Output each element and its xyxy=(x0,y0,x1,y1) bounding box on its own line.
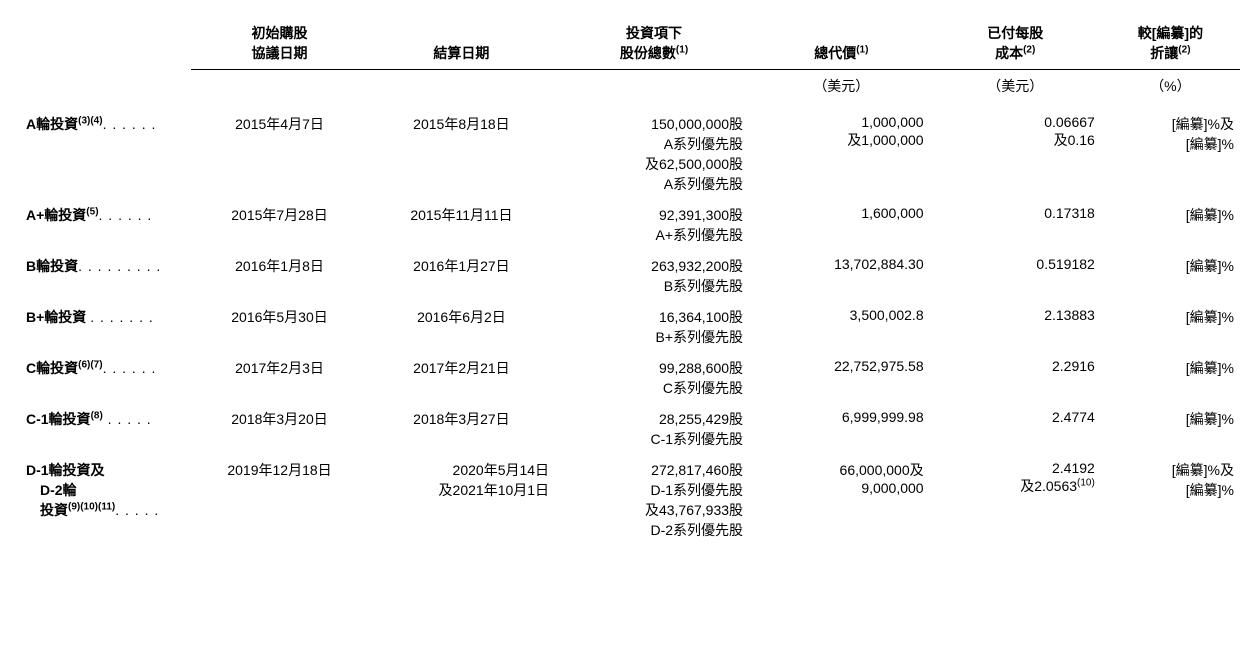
cell-agreement-date: 2016年5月30日 xyxy=(191,299,368,350)
cell-cost: 2.2916 xyxy=(930,350,1101,401)
row-label-b: B輪投資. . . . . . . . . xyxy=(20,248,191,299)
cell-discount: [編纂]% xyxy=(1101,401,1240,452)
cell-cost: 0.17318 xyxy=(930,197,1101,248)
table-row: D-1輪投資及 D-2輪 投資(9)(10)(11). . . . . 2019… xyxy=(20,452,1240,543)
cell-agreement-date: 2016年1月8日 xyxy=(191,248,368,299)
cell-total-price: 1,000,000 及1,000,000 xyxy=(753,106,930,197)
cell-cost: 2.4192 及2.0563(10) xyxy=(930,452,1101,543)
col-agreement-date: 初始購股 協議日期 xyxy=(191,20,368,70)
cell-discount: [編纂]% xyxy=(1101,299,1240,350)
cell-shares: 28,255,429股 C-1系列優先股 xyxy=(555,401,753,452)
cell-shares: 92,391,300股 A+系列優先股 xyxy=(555,197,753,248)
col-discount: 較[編纂]的 折讓(2) xyxy=(1101,20,1240,70)
row-label-c: C輪投資(6)(7). . . . . . xyxy=(20,350,191,401)
cell-agreement-date: 2018年3月20日 xyxy=(191,401,368,452)
cell-settlement-date: 2016年1月27日 xyxy=(368,248,555,299)
cell-discount: [編纂]%及 [編纂]% xyxy=(1101,106,1240,197)
table-row: C-1輪投資(8) . . . . . 2018年3月20日 2018年3月27… xyxy=(20,401,1240,452)
cell-total-price: 6,999,999.98 xyxy=(753,401,930,452)
table-row: A+輪投資(5). . . . . . 2015年7月28日 2015年11月1… xyxy=(20,197,1240,248)
cell-shares: 99,288,600股 C系列優先股 xyxy=(555,350,753,401)
unit-row: （美元） （美元） （%） xyxy=(20,70,1240,107)
cell-settlement-date: 2016年6月2日 xyxy=(368,299,555,350)
cell-discount: [編纂]% xyxy=(1101,350,1240,401)
table-row: B+輪投資 . . . . . . . 2016年5月30日 2016年6月2日… xyxy=(20,299,1240,350)
cell-settlement-date: 2017年2月21日 xyxy=(368,350,555,401)
table-row: A輪投資(3)(4). . . . . . 2015年4月7日 2015年8月1… xyxy=(20,106,1240,197)
cell-cost: 0.519182 xyxy=(930,248,1101,299)
cell-total-price: 13,702,884.30 xyxy=(753,248,930,299)
unit-cost: （美元） xyxy=(930,70,1101,107)
cell-settlement-date: 2015年8月18日 xyxy=(368,106,555,197)
cell-shares: 16,364,100股 B+系列優先股 xyxy=(555,299,753,350)
cell-agreement-date: 2019年12月18日 xyxy=(191,452,368,543)
col-cost: 已付每股 成本(2) xyxy=(930,20,1101,70)
unit-total-price: （美元） xyxy=(753,70,930,107)
cell-shares: 150,000,000股 A系列優先股 及62,500,000股 A系列優先股 xyxy=(555,106,753,197)
row-label-bplus: B+輪投資 . . . . . . . xyxy=(20,299,191,350)
cell-total-price: 3,500,002.8 xyxy=(753,299,930,350)
cell-agreement-date: 2015年4月7日 xyxy=(191,106,368,197)
cell-agreement-date: 2017年2月3日 xyxy=(191,350,368,401)
cell-discount: [編纂]%及 [編纂]% xyxy=(1101,452,1240,543)
col-total-price: 總代價(1) xyxy=(753,20,930,70)
cell-cost: 2.4774 xyxy=(930,401,1101,452)
cell-cost: 0.06667 及0.16 xyxy=(930,106,1101,197)
cell-total-price: 66,000,000及 9,000,000 xyxy=(753,452,930,543)
cell-settlement-date: 2015年11月11日 xyxy=(368,197,555,248)
cell-settlement-date: 2018年3月27日 xyxy=(368,401,555,452)
cell-shares: 263,932,200股 B系列優先股 xyxy=(555,248,753,299)
row-label-c1: C-1輪投資(8) . . . . . xyxy=(20,401,191,452)
cell-shares: 272,817,460股 D-1系列優先股 及43,767,933股 D-2系列… xyxy=(555,452,753,543)
table-row: C輪投資(6)(7). . . . . . 2017年2月3日 2017年2月2… xyxy=(20,350,1240,401)
cell-total-price: 1,600,000 xyxy=(753,197,930,248)
col-shares: 投資項下 股份總數(1) xyxy=(555,20,753,70)
header-row: 初始購股 協議日期 結算日期 投資項下 股份總數(1) 總代價(1) 已付每股 … xyxy=(20,20,1240,70)
cell-agreement-date: 2015年7月28日 xyxy=(191,197,368,248)
unit-discount: （%） xyxy=(1101,70,1240,107)
cell-discount: [編纂]% xyxy=(1101,197,1240,248)
table-row: B輪投資. . . . . . . . . 2016年1月8日 2016年1月2… xyxy=(20,248,1240,299)
row-label-aplus: A+輪投資(5). . . . . . xyxy=(20,197,191,248)
row-label-d: D-1輪投資及 D-2輪 投資(9)(10)(11). . . . . xyxy=(20,452,191,543)
cell-total-price: 22,752,975.58 xyxy=(753,350,930,401)
row-label-a: A輪投資(3)(4). . . . . . xyxy=(20,106,191,197)
cell-cost: 2.13883 xyxy=(930,299,1101,350)
investment-rounds-table: 初始購股 協議日期 結算日期 投資項下 股份總數(1) 總代價(1) 已付每股 … xyxy=(20,20,1240,543)
col-settlement-date: 結算日期 xyxy=(368,20,555,70)
cell-discount: [編纂]% xyxy=(1101,248,1240,299)
cell-settlement-date: 2020年5月14日 及2021年10月1日 xyxy=(368,452,555,543)
data-table: 初始購股 協議日期 結算日期 投資項下 股份總數(1) 總代價(1) 已付每股 … xyxy=(20,20,1240,543)
